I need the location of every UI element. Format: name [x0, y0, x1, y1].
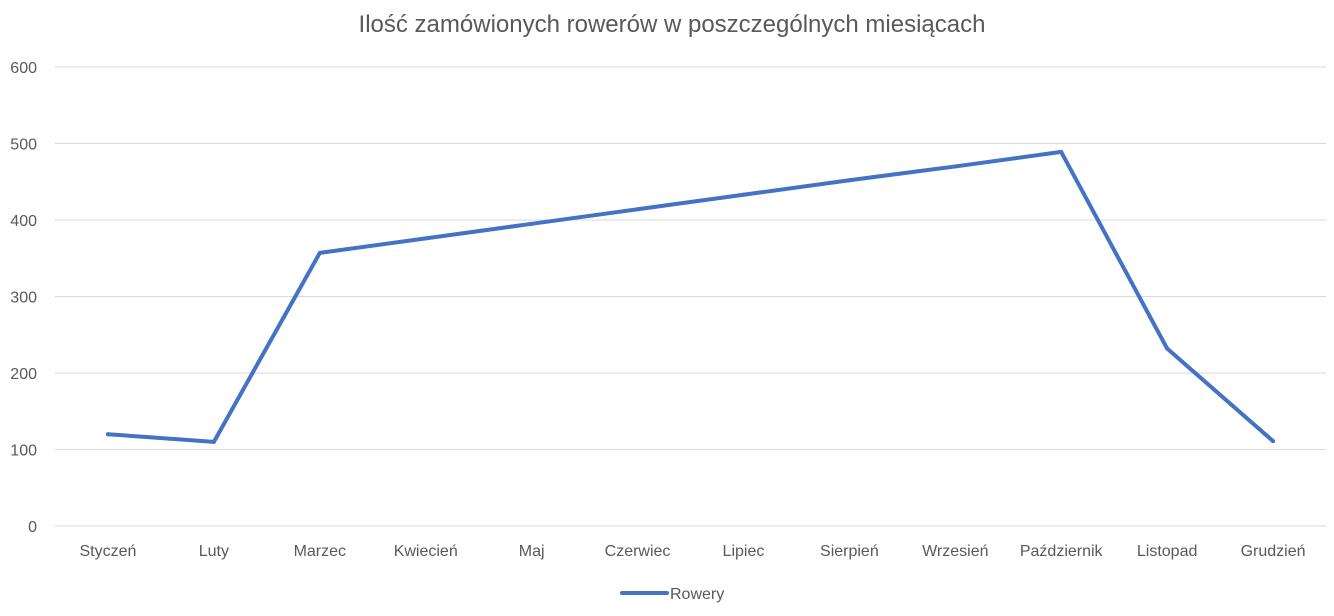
data-point — [1165, 346, 1170, 351]
y-tick-label: 100 — [10, 443, 37, 460]
y-tick-label: 500 — [10, 137, 37, 154]
y-axis-ticks: 0 100 200 300 400 500 600 — [10, 60, 37, 536]
data-point — [529, 221, 534, 226]
legend: Rowery — [620, 586, 724, 603]
y-tick-label: 400 — [10, 213, 37, 230]
x-tick-label: Listopad — [1137, 543, 1198, 560]
x-tick-label: Sierpień — [820, 543, 879, 560]
x-tick-label: Maj — [519, 543, 545, 560]
data-point — [847, 178, 852, 183]
grid-lines — [55, 66, 1326, 527]
y-tick-label: 600 — [10, 60, 37, 77]
x-tick-label: Grudzień — [1241, 543, 1306, 560]
x-tick-label: Styczeń — [79, 543, 136, 560]
series-layer — [105, 149, 1276, 444]
data-point — [423, 236, 428, 241]
data-point — [635, 207, 640, 212]
data-point — [317, 250, 322, 255]
y-tick-label: 0 — [28, 519, 37, 536]
x-axis-ticks: Styczeń Luty Marzec Kwiecień Maj Czerwiec Lipi… — [79, 543, 1305, 560]
x-tick-label: Lipiec — [723, 543, 765, 560]
chart-title: Ilość zamówionych rowerów w poszczególny… — [359, 11, 986, 38]
x-tick-label: Czerwiec — [605, 543, 671, 560]
x-tick-label: Wrzesień — [922, 543, 988, 560]
x-tick-label: Marzec — [294, 543, 346, 560]
data-point — [953, 164, 958, 169]
data-point — [741, 192, 746, 197]
data-point — [105, 432, 110, 437]
x-tick-label: Październik — [1020, 543, 1104, 560]
y-tick-label: 200 — [10, 366, 37, 383]
series-line-0 — [105, 149, 1276, 444]
legend-label-rowery: Rowery — [670, 586, 724, 603]
data-point — [1059, 149, 1064, 154]
data-point — [1271, 439, 1276, 444]
y-tick-label: 300 — [10, 290, 37, 307]
x-tick-label: Luty — [199, 543, 229, 560]
data-point — [211, 439, 216, 444]
x-tick-label: Kwiecień — [394, 543, 458, 560]
